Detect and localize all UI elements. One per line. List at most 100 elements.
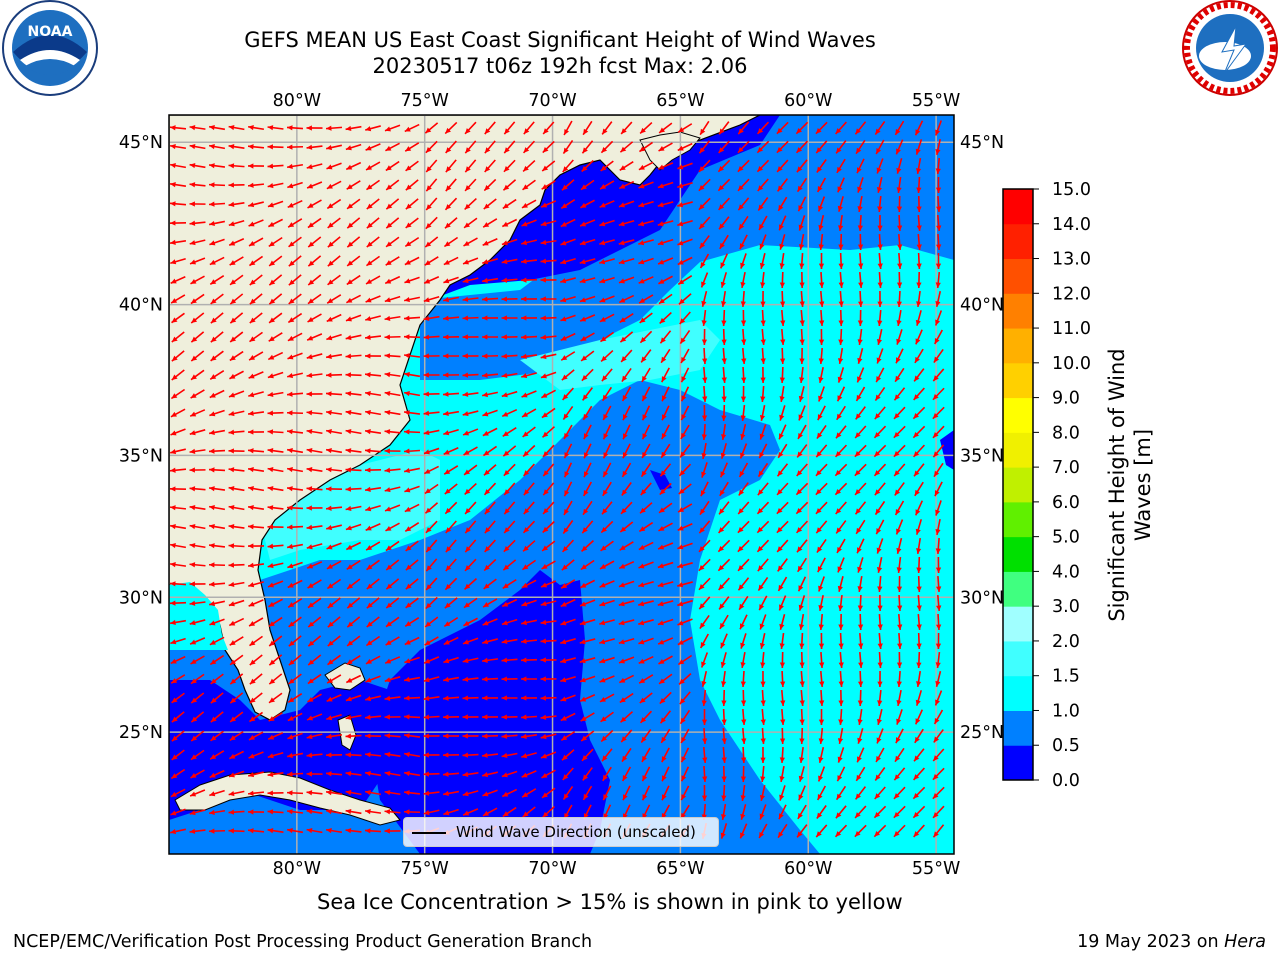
- wave-arrow-head: [876, 567, 883, 573]
- wave-arrow-head: [935, 282, 941, 288]
- wave-arrow-head: [189, 523, 196, 530]
- wave-arrow-head: [542, 545, 549, 551]
- wave-arrow-head: [874, 413, 881, 420]
- wave-arrow-head: [540, 334, 547, 340]
- wave-arrow-head: [171, 716, 178, 723]
- wave-arrow-head: [268, 354, 275, 360]
- wave-arrow-head: [521, 202, 528, 208]
- wave-arrow-head: [465, 565, 471, 571]
- wave-arrow-head: [327, 640, 334, 647]
- wave-arrow-head: [914, 755, 920, 762]
- wave-arrow-head: [835, 489, 842, 495]
- wave-arrow-head: [856, 394, 862, 401]
- wave-arrow-head: [758, 470, 764, 477]
- wave-arrow-head: [170, 810, 177, 816]
- wave-arrow-head: [443, 259, 450, 265]
- lon-label-bottom: 65°W: [656, 859, 704, 879]
- wave-arrow-head: [641, 755, 647, 762]
- wave-arrow-head: [384, 770, 391, 777]
- wave-arrow-head: [326, 525, 333, 531]
- wave-arrow-head: [622, 452, 628, 459]
- wave-arrow-head: [836, 166, 842, 173]
- wave-arrow-head: [347, 640, 354, 646]
- wave-arrow-head: [287, 373, 294, 379]
- wave-arrow-head: [854, 831, 861, 837]
- wave-arrow-head: [540, 239, 547, 245]
- wave-arrow-head: [345, 316, 352, 322]
- wave-arrow-head: [189, 125, 196, 131]
- wave-arrow-head: [404, 448, 410, 454]
- lon-label-top: 65°W: [656, 91, 704, 111]
- wave-arrow-head: [346, 659, 353, 665]
- wave-arrow-head: [932, 394, 939, 400]
- wave-arrow-head: [796, 147, 803, 153]
- wave-arrow-head: [521, 657, 527, 663]
- wave-arrow-head: [327, 602, 334, 608]
- wave-arrow-head: [658, 639, 665, 645]
- wave-arrow-head: [601, 147, 608, 153]
- wave-arrow-head: [465, 147, 471, 154]
- wave-arrow-head: [659, 697, 666, 704]
- wave-arrow-head: [678, 507, 685, 513]
- wave-arrow-head: [740, 795, 746, 801]
- wave-arrow-head: [541, 392, 548, 398]
- wave-arrow-head: [799, 757, 805, 763]
- wave-arrow-head: [796, 127, 803, 134]
- wave-arrow-head: [365, 297, 372, 303]
- wave-arrow-head: [268, 601, 275, 607]
- wave-arrow-head: [936, 586, 942, 592]
- wave-arrow-head: [386, 621, 392, 627]
- wave-arrow-head: [504, 508, 510, 515]
- wave-arrow-head: [719, 603, 725, 610]
- wave-arrow-head: [777, 565, 784, 572]
- wave-arrow-head: [190, 393, 197, 399]
- wave-arrow-head: [501, 657, 508, 663]
- wave-arrow-head: [896, 567, 902, 573]
- wave-arrow-head: [268, 716, 275, 722]
- wave-arrow-head: [857, 206, 863, 212]
- wave-arrow-head: [443, 410, 449, 417]
- wave-arrow-head: [306, 486, 313, 492]
- wave-arrow-head: [740, 776, 747, 782]
- wave-arrow-head: [326, 125, 332, 131]
- wave-arrow-head: [464, 583, 471, 590]
- wave-arrow-head: [657, 601, 664, 607]
- wave-arrow-head: [740, 813, 746, 820]
- wave-arrow-head: [777, 185, 783, 192]
- wave-arrow-head: [522, 792, 529, 798]
- wave-arrow-head: [346, 184, 353, 190]
- wave-arrow-head: [855, 812, 861, 818]
- wave-arrow-head: [835, 451, 842, 457]
- wave-arrow-head: [248, 163, 254, 169]
- wave-arrow-head: [877, 662, 883, 668]
- wave-arrow-head: [326, 828, 332, 834]
- wave-arrow-head: [757, 508, 764, 514]
- wave-arrow-head: [896, 700, 902, 706]
- wave-arrow-head: [895, 375, 901, 382]
- wave-arrow-head: [345, 448, 352, 454]
- wave-arrow-head: [932, 412, 939, 419]
- wave-arrow-head: [228, 221, 235, 227]
- wave-arrow-head: [171, 336, 178, 343]
- wave-arrow-head: [662, 775, 667, 782]
- wave-arrow-head: [365, 828, 371, 834]
- wave-arrow-head: [838, 624, 844, 630]
- wave-arrow-head: [638, 658, 645, 664]
- wave-arrow-head: [599, 240, 606, 246]
- wave-arrow-head: [366, 602, 373, 609]
- wave-arrow-head: [229, 373, 236, 379]
- wave-arrow-head: [582, 527, 588, 534]
- wave-arrow-head: [425, 621, 432, 627]
- wave-arrow-head: [638, 259, 645, 265]
- wave-arrow-head: [249, 697, 256, 703]
- wave-arrow-head: [482, 334, 488, 340]
- wave-arrow-head: [916, 301, 922, 307]
- wave-arrow-head: [482, 676, 488, 682]
- colorbar: [1002, 188, 1034, 781]
- wave-arrow-head: [661, 736, 667, 743]
- wave-arrow-head: [462, 278, 469, 284]
- wave-arrow-head: [780, 719, 786, 725]
- wave-arrow-head: [267, 373, 274, 379]
- wave-arrow-head: [699, 527, 705, 534]
- wave-arrow-head: [327, 659, 334, 665]
